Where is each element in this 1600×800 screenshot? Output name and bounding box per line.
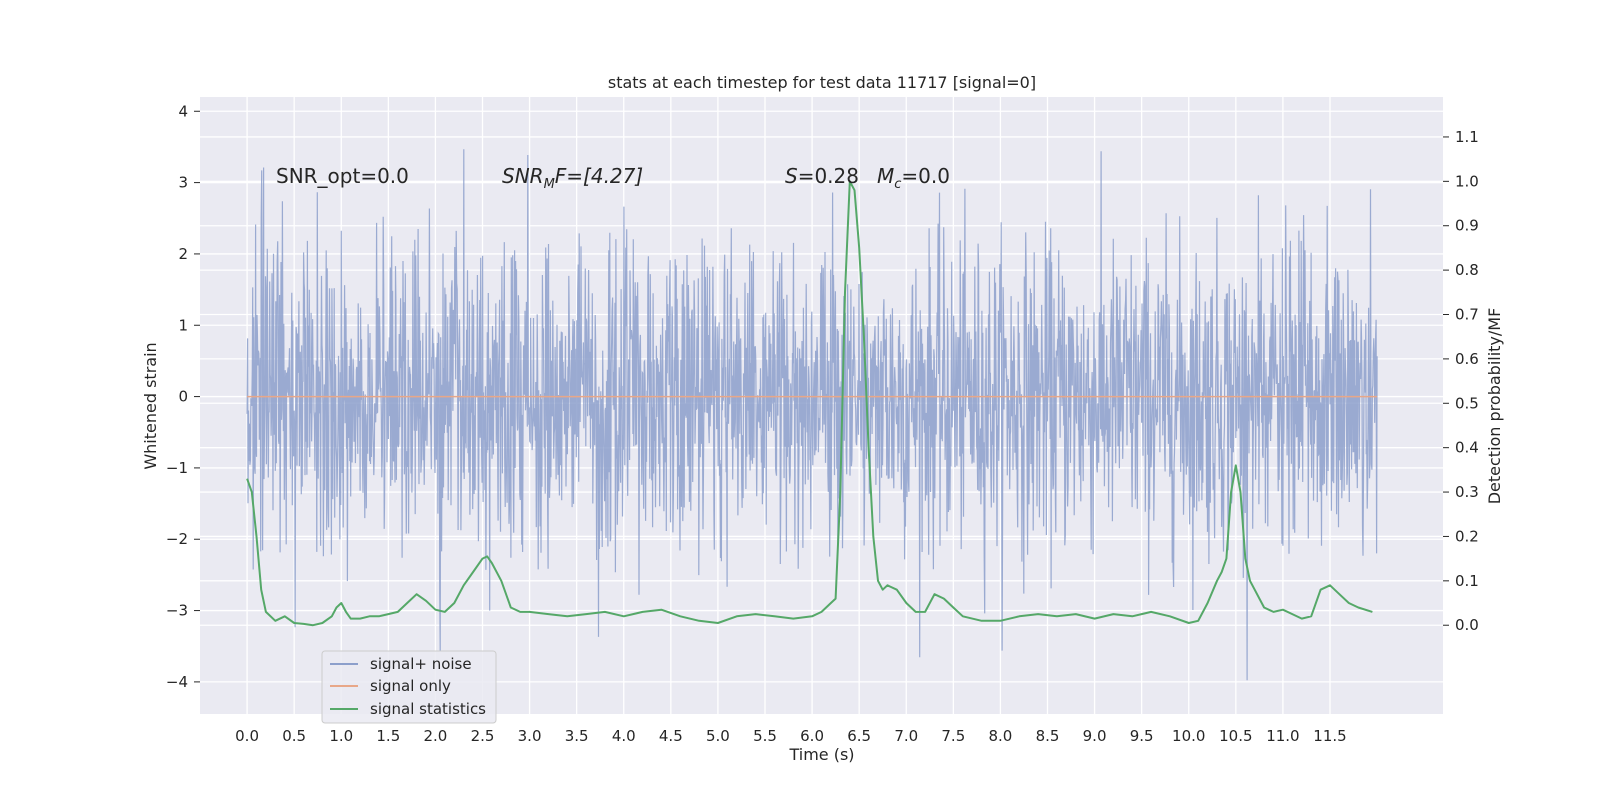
y-axis-ticks: −4 −3 −2 −1 0 1 2 3 4: [166, 102, 200, 691]
y2-tick-label: 0.7: [1455, 306, 1479, 324]
signal-statistics-series: [246, 180, 1373, 627]
legend-label-signal-only: signal only: [370, 677, 451, 695]
legend: signal+ noise signal only signal statist…: [321, 650, 497, 724]
x-tick-label: 1.0: [329, 727, 353, 745]
x-tick-label: 5.0: [706, 727, 730, 745]
x-tick-label: 2.5: [471, 727, 495, 745]
x-tick-label: 7.0: [894, 727, 918, 745]
x-axis-ticks: 0.0 0.5 1.0 1.5 2.0 2.5 3.0 3.5 4.0 4.5 5.0 5.5 6.0 6…: [235, 727, 1347, 745]
mc-value: =0.0: [901, 164, 950, 188]
signal-noise-series: [246, 149, 1378, 681]
y-tick-label: 4: [178, 102, 188, 120]
snr-mf-rest: F=[4.27]: [555, 164, 643, 188]
y2-tick-label: 1.1: [1455, 128, 1479, 146]
y-tick-label: 1: [178, 316, 188, 334]
s-var: S: [785, 164, 798, 188]
x-axis-label: Time (s): [788, 745, 854, 764]
y-tick-label: −4: [166, 673, 188, 691]
y2-tick-label: 0.1: [1455, 572, 1479, 590]
signal-statistics-line: [246, 180, 1373, 627]
chart-title: stats at each timestep for test data 117…: [608, 73, 1036, 92]
x-tick-label: 11.0: [1266, 727, 1299, 745]
x-tick-label: 11.5: [1313, 727, 1346, 745]
y2-tick-label: 0.3: [1455, 483, 1479, 501]
x-tick-label: 4.0: [612, 727, 636, 745]
y2-axis-label: Detection probability/MF: [1485, 308, 1504, 505]
snr-mf-base: SNR: [502, 164, 544, 188]
x-tick-label: 6.5: [847, 727, 871, 745]
y2-tick-label: 0.9: [1455, 217, 1479, 235]
x-tick-label: 3.0: [518, 727, 542, 745]
snr-mf-sub: M: [544, 177, 555, 192]
s-value: =0.28: [798, 164, 859, 188]
x-tick-label: 9.5: [1130, 727, 1154, 745]
y2-tick-label: 0.8: [1455, 261, 1479, 279]
y2-tick-label: 0.6: [1455, 350, 1479, 368]
y-tick-label: 0: [178, 388, 188, 406]
y-tick-label: −3: [166, 602, 188, 620]
annotation-snr-mf: SNRMF=[4.27]: [502, 164, 643, 192]
x-tick-label: 0.0: [235, 727, 259, 745]
x-tick-label: 1.5: [376, 727, 400, 745]
x-tick-label: 6.0: [800, 727, 824, 745]
y2-tick-label: 0.5: [1455, 394, 1479, 412]
annotation-s-mc: S=0.28 Mc=0.0: [785, 164, 950, 192]
y-axis-label: Whitened strain: [141, 342, 160, 469]
x-tick-label: 8.5: [1036, 727, 1060, 745]
x-tick-label: 9.0: [1083, 727, 1107, 745]
x-tick-label: 4.5: [659, 727, 683, 745]
y2-tick-label: 1.0: [1455, 172, 1479, 190]
mc-sub: c: [894, 177, 901, 192]
x-tick-label: 10.5: [1219, 727, 1252, 745]
y2-tick-label: 0.2: [1455, 527, 1479, 545]
annotation-snr-opt: SNR_opt=0.0: [276, 164, 409, 188]
y-tick-label: −2: [166, 530, 188, 548]
x-tick-label: 3.5: [565, 727, 589, 745]
y2-axis-ticks: 0.0 0.1 0.2 0.3 0.4 0.5 0.6 0.7 0.8 0.9 1.0 1.1: [1443, 128, 1479, 634]
legend-box: [321, 650, 497, 724]
x-tick-label: 8.0: [988, 727, 1012, 745]
signal-noise-line: [246, 149, 1378, 681]
x-tick-label: 7.5: [941, 727, 965, 745]
legend-label-signal-noise: signal+ noise: [370, 655, 472, 673]
y-tick-label: 2: [178, 245, 188, 263]
y-tick-label: 3: [178, 174, 188, 192]
mc-var: M: [877, 164, 894, 188]
x-tick-label: 2.0: [423, 727, 447, 745]
y-tick-label: −1: [166, 459, 188, 477]
x-tick-label: 0.5: [282, 727, 306, 745]
x-tick-label: 10.0: [1172, 727, 1205, 745]
legend-label-signal-statistics: signal statistics: [370, 700, 486, 718]
x-tick-label: 5.5: [753, 727, 777, 745]
y2-tick-label: 0.0: [1455, 616, 1479, 634]
y2-tick-label: 0.4: [1455, 439, 1479, 457]
